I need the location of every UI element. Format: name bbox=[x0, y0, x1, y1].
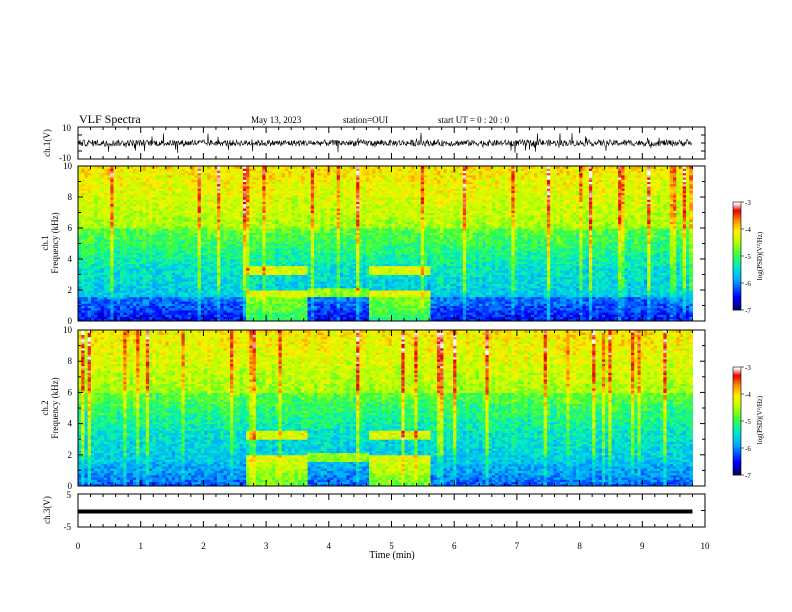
ch2-colorbar-label: log(PSD)(V²/Hz) bbox=[756, 395, 764, 444]
time-tick-label: 3 bbox=[264, 541, 269, 551]
cbar2-tick: -3 bbox=[745, 364, 751, 372]
spec2-ytick: 6 bbox=[68, 387, 73, 397]
time-tick-label: 6 bbox=[452, 541, 457, 551]
start-time-label: start UT = 0 : 20 : 0 bbox=[438, 115, 510, 125]
ch1-spectrogram-ylabel: Frequency (kHz) bbox=[50, 212, 60, 273]
ch1-ytick-top: 10 bbox=[62, 123, 72, 133]
date-label: May 13, 2023 bbox=[251, 115, 302, 125]
time-tick-label: 7 bbox=[515, 541, 520, 551]
cbar1-tick: -5 bbox=[745, 253, 751, 261]
ch2-spectrogram-ylabel: Frequency (kHz) bbox=[50, 377, 60, 438]
spec2-ytick: 10 bbox=[63, 325, 73, 335]
time-tick-label: 10 bbox=[701, 541, 711, 551]
time-tick-label: 2 bbox=[201, 541, 206, 551]
time-tick-label: 0 bbox=[76, 541, 81, 551]
time-tick-label: 4 bbox=[327, 541, 332, 551]
cbar1-tick: -6 bbox=[745, 280, 751, 288]
spec2-ytick: 8 bbox=[68, 356, 73, 366]
ch2-colorbar: -3 -4 -5 -6 -7 bbox=[733, 364, 751, 480]
time-tick-label: 9 bbox=[640, 541, 645, 551]
station-label: station=OUI bbox=[343, 115, 388, 125]
cbar2-tick: -7 bbox=[745, 472, 751, 480]
cbar2-tick: -4 bbox=[745, 391, 751, 399]
spec1-ytick: 8 bbox=[68, 192, 73, 202]
time-tick-label: 1 bbox=[138, 541, 143, 551]
spec2-ytick: 4 bbox=[68, 419, 73, 429]
ch3-ytick-bottom: -5 bbox=[64, 522, 72, 532]
vlf-spectra-figure: VLF Spectra May 13, 2023 station=OUI sta… bbox=[0, 0, 792, 612]
ch1-waveform-panel: 10 -10 ch.1(V) bbox=[42, 123, 705, 163]
spec1-ytick: 10 bbox=[63, 161, 73, 171]
ch1-spectrogram-image bbox=[78, 166, 705, 322]
ch3-ytick-top: 5 bbox=[67, 490, 72, 500]
spec1-ytick: 6 bbox=[68, 223, 73, 233]
cbar1-tick: -3 bbox=[745, 199, 751, 207]
ch3-waveform-panel: 5 -5 ch.3(V) bbox=[42, 490, 705, 532]
ch1-colorbar-label: log(PSD)(V²/Hz) bbox=[756, 231, 764, 280]
time-tick-label: 8 bbox=[577, 541, 582, 551]
cbar2-tick: -6 bbox=[745, 445, 751, 453]
ch2-spectrogram-image bbox=[78, 330, 705, 487]
spec1-ytick: 2 bbox=[68, 285, 73, 295]
time-axis-label: Time (min) bbox=[369, 550, 414, 561]
ch1-colorbar: -3 -4 -5 -6 -7 bbox=[733, 199, 751, 315]
spec2-ytick: 2 bbox=[68, 450, 73, 460]
ch2-spectrogram-ylabel-channel: ch.2 bbox=[40, 400, 50, 415]
ch3-waveform-ylabel: ch.3(V) bbox=[42, 496, 52, 524]
ch1-waveform-ylabel: ch.1(V) bbox=[42, 129, 52, 157]
cbar1-tick: -4 bbox=[745, 226, 751, 234]
figure-title: VLF Spectra bbox=[79, 112, 141, 126]
spec1-ytick: 4 bbox=[68, 254, 73, 264]
cbar1-tick: -7 bbox=[745, 307, 751, 315]
ch1-spectrogram-ylabel-channel: ch.1 bbox=[40, 235, 50, 250]
cbar2-tick: -5 bbox=[745, 418, 751, 426]
